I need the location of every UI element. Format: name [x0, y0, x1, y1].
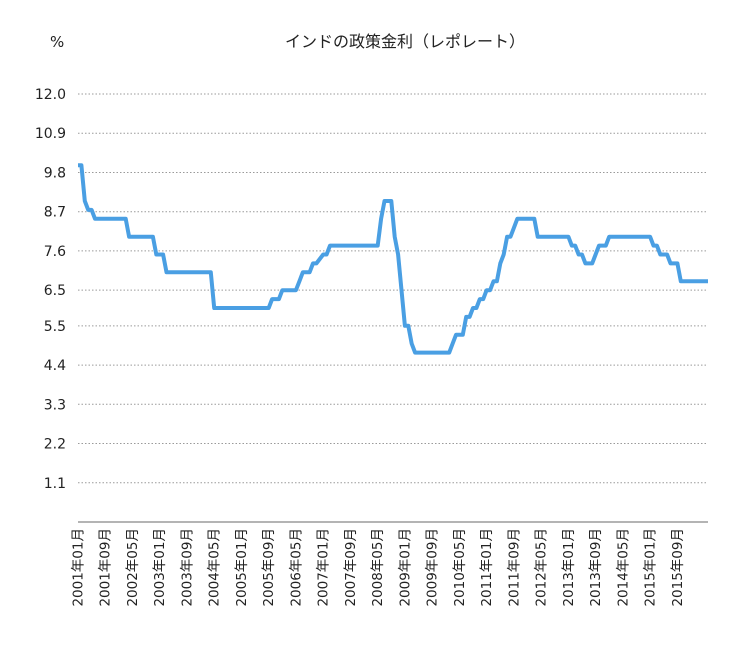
x-tick-label: 2010年05月 — [452, 528, 468, 607]
x-tick-label-text: 2015年01月 — [643, 528, 659, 607]
x-tick-label: 2005年09月 — [261, 528, 277, 607]
x-tick-label-text: 2005年09月 — [261, 528, 277, 607]
x-tick-label-text: 2003年01月 — [152, 528, 168, 607]
gridlines — [78, 93, 708, 484]
x-tick-label-text: 2013年09月 — [588, 528, 604, 607]
x-tick-label: 2007年01月 — [316, 528, 332, 607]
y-tick-label: 3.3 — [44, 397, 66, 413]
chart-title: インドの政策金利（レポレート） — [285, 32, 525, 51]
x-tick-label: 2011年01月 — [479, 528, 495, 607]
x-tick-label-text: 2006年05月 — [288, 528, 304, 607]
y-tick-label: 10.9 — [35, 126, 66, 142]
x-axis-ticks: 2001年01月 2001年09月 2002年05月 2003年01月 2003年09月… — [71, 528, 686, 607]
x-tick-label-text: 2011年09月 — [506, 528, 522, 607]
x-tick-label: 2009年01月 — [397, 528, 413, 607]
x-tick-label: 2004年05月 — [207, 528, 223, 607]
series-line-policy-rate — [78, 163, 708, 355]
x-tick-label: 2015年01月 — [643, 528, 659, 607]
x-tick-label-text: 2010年05月 — [452, 528, 468, 607]
x-tick-label: 2013年01月 — [561, 528, 577, 607]
x-tick-label: 2014年05月 — [615, 528, 631, 607]
x-tick-label: 2006年05月 — [288, 528, 304, 607]
x-tick-label-text: 2013年01月 — [561, 528, 577, 607]
y-axis-ticks: 12.0 10.9 9.8 8.7 7.6 6.5 5.5 4.4 3.3 2.2 1.1 — [35, 87, 66, 492]
y-tick-label: 12.0 — [35, 87, 66, 103]
x-tick-label: 2005年01月 — [234, 528, 250, 607]
series-layer — [78, 163, 708, 355]
x-tick-label-text: 2015年09月 — [670, 528, 686, 607]
y-tick-label: 1.1 — [44, 476, 66, 492]
x-tick-label: 2013年09月 — [588, 528, 604, 607]
x-tick-label-text: 2011年01月 — [479, 528, 495, 607]
x-tick-label: 2011年09月 — [506, 528, 522, 607]
x-tick-label-text: 2003年09月 — [179, 528, 195, 607]
x-tick-label: 2003年09月 — [179, 528, 195, 607]
x-tick-label: 2015年09月 — [670, 528, 686, 607]
y-tick-label: 2.2 — [44, 437, 66, 453]
x-tick-label-text: 2001年01月 — [71, 528, 87, 607]
y-tick-label: 8.7 — [44, 205, 66, 221]
x-tick-label-text: 2009年09月 — [425, 528, 441, 607]
y-tick-label: 7.6 — [44, 244, 66, 260]
x-tick-label: 2007年09月 — [343, 528, 359, 607]
x-tick-label: 2012年05月 — [534, 528, 550, 607]
x-tick-label-text: 2007年01月 — [316, 528, 332, 607]
x-tick-label-text: 2005年01月 — [234, 528, 250, 607]
x-tick-label-text: 2002年05月 — [125, 528, 141, 607]
y-tick-label: 4.4 — [44, 358, 66, 374]
x-tick-label-text: 2008年05月 — [370, 528, 386, 607]
x-tick-label-text: 2009年01月 — [397, 528, 413, 607]
x-tick-label: 2009年09月 — [425, 528, 441, 607]
x-tick-label-text: 2007年09月 — [343, 528, 359, 607]
x-tick-label: 2002年05月 — [125, 528, 141, 607]
x-tick-label: 2001年01月 — [71, 528, 87, 607]
y-tick-label: 5.5 — [44, 319, 66, 335]
x-tick-label: 2003年01月 — [152, 528, 168, 607]
x-tick-label: 2008年05月 — [370, 528, 386, 607]
y-tick-label: 9.8 — [44, 165, 66, 181]
x-tick-label-text: 2014年05月 — [615, 528, 631, 607]
y-unit-label: % — [50, 33, 64, 51]
x-tick-label-text: 2001年09月 — [98, 528, 114, 607]
x-tick-label-text: 2004年05月 — [207, 528, 223, 607]
y-tick-label: 6.5 — [44, 283, 66, 299]
x-tick-label-text: 2012年05月 — [534, 528, 550, 607]
x-tick-label: 2001年09月 — [98, 528, 114, 607]
